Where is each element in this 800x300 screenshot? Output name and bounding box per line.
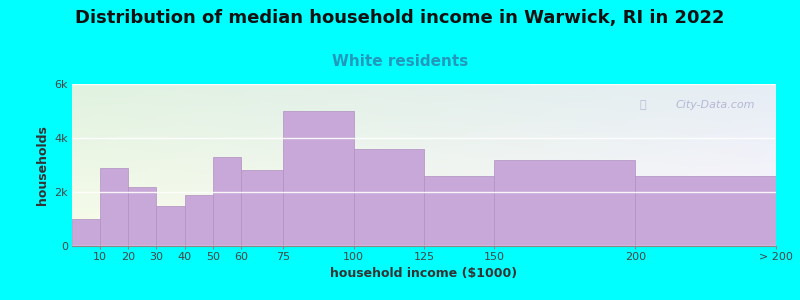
Bar: [100, 168, 128, 246]
Text: ⓘ: ⓘ: [639, 100, 646, 110]
Bar: [241, 170, 283, 246]
Bar: [128, 187, 157, 246]
Bar: [424, 176, 494, 246]
Text: White residents: White residents: [332, 54, 468, 69]
Bar: [185, 195, 213, 246]
Text: City-Data.com: City-Data.com: [675, 100, 755, 110]
Bar: [213, 157, 241, 246]
Bar: [72, 219, 100, 246]
Text: Distribution of median household income in Warwick, RI in 2022: Distribution of median household income …: [75, 9, 725, 27]
Bar: [635, 176, 776, 246]
Bar: [494, 160, 635, 246]
Bar: [157, 206, 185, 246]
Y-axis label: households: households: [36, 125, 49, 205]
Bar: [283, 111, 354, 246]
Bar: [354, 149, 424, 246]
X-axis label: household income ($1000): household income ($1000): [330, 267, 518, 280]
